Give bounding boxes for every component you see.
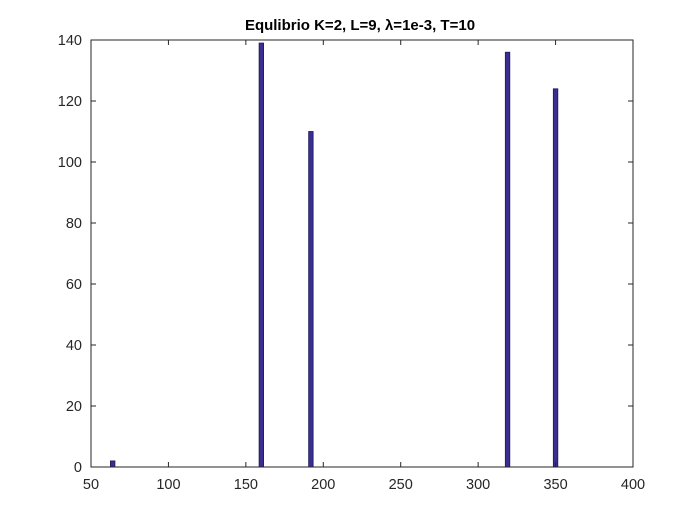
x-tick-label-250: 250 — [389, 477, 413, 493]
bar-319 — [504, 51, 511, 468]
x-tick-label-200: 200 — [311, 477, 335, 493]
x-tick-label-50: 50 — [83, 477, 99, 493]
axes-box — [90, 39, 634, 468]
x-tick-label-150: 150 — [234, 477, 258, 493]
bar-160 — [258, 42, 264, 468]
y-tick-label-100: 100 — [58, 155, 82, 171]
bar-192 — [308, 131, 314, 468]
x-tick-label-300: 300 — [466, 477, 490, 493]
y-tick-label-140: 140 — [58, 33, 82, 49]
chart-title: Equlibrio K=2, L=9, λ=1e-3, T=10 — [245, 17, 475, 34]
plot-area: 50 100 150 200 250 300 350 400 0 20 40 60 80 100 120 14… — [58, 33, 645, 493]
bar-350 — [552, 88, 559, 468]
x-tick-label-100: 100 — [156, 477, 180, 493]
x-tick-label-350: 350 — [543, 477, 567, 493]
x-tick-label-400: 400 — [621, 477, 645, 493]
y-tick-label-20: 20 — [66, 399, 82, 415]
bar-64 — [110, 460, 116, 468]
y-tick-label-60: 60 — [66, 277, 82, 293]
y-tick-label-40: 40 — [66, 338, 82, 354]
y-tick-label-120: 120 — [58, 94, 82, 110]
y-tick-label-80: 80 — [66, 216, 82, 232]
y-tick-label-0: 0 — [74, 460, 82, 476]
